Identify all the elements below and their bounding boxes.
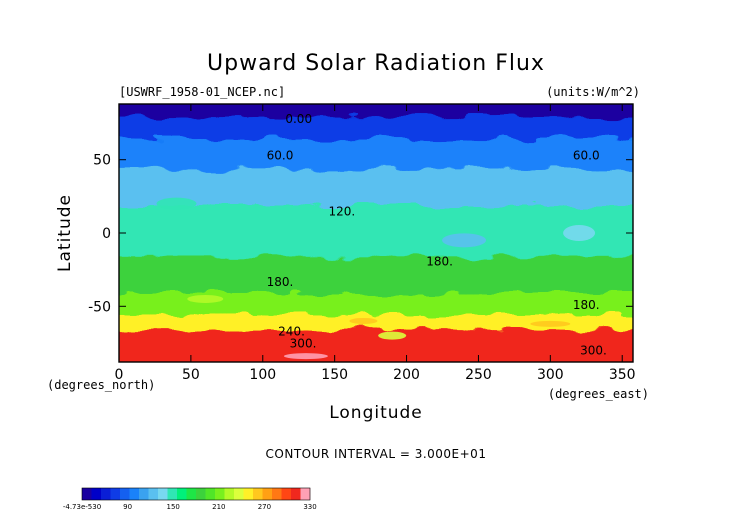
x-tick-label: 150 [321,367,348,383]
x-axis-title: Longitude [329,403,423,423]
colorbar-label: 330 [303,503,316,511]
x-tick-label: 100 [249,367,276,383]
lat-band [119,329,633,362]
x-tick-label: 200 [393,367,420,383]
colorbar-swatch [291,488,301,500]
x-tick-label: 300 [537,367,564,383]
colorbar-swatch [196,488,206,500]
colorbar-swatch [262,488,273,500]
field-patch [442,233,487,248]
colorbar-swatch [224,488,235,500]
colorbar-label: 270 [258,503,271,511]
field-patch [283,353,328,360]
colorbar-swatch [272,488,282,500]
y-tick-label: 0 [102,226,111,242]
colorbar-swatch [139,488,149,500]
contour-label: 240. [278,325,305,339]
contour-label: 0.00 [285,112,312,126]
colorbar-swatch [148,488,159,500]
field-patch [156,197,197,210]
contour-interval: CONTOUR INTERVAL = 3.000E+01 [266,447,487,461]
y-tick-label: -50 [88,299,111,315]
colorbar-swatch [110,488,121,500]
colorbar-swatch [82,488,92,500]
contour-label: 180. [573,298,600,312]
colorbar-label: 90 [123,503,132,511]
contour-label: 180. [426,254,453,268]
colorbar-swatch [300,488,311,500]
x-axis: 0 50 100 150 200 250 300 350 [115,104,636,383]
y-axis-title: Latitude [55,194,75,272]
field-patch [503,191,540,202]
colorbar-swatch [186,488,197,500]
x-tick-label: 50 [182,367,200,383]
contour-label: 60.0 [267,149,294,163]
x-tick-label: 0 [115,367,124,383]
field-patch [187,294,224,303]
colorbar-swatch [281,488,292,500]
x-tick-label: 250 [465,367,492,383]
colorbar-swatch [205,488,216,500]
chart-title: Upward Solar Radiation Flux [207,51,545,76]
colorbar-swatch [101,488,111,500]
file-label: [USWRF_1958-01_NCEP.nc] [119,85,285,99]
colorbar-swatch [158,488,168,500]
colorbar-swatch [234,488,244,500]
colorbar-swatch [91,488,102,500]
x-unit-label: (degrees_east) [548,387,649,401]
colorbar-swatch [129,488,140,500]
y-tick-label: 50 [93,153,111,169]
colorbar-label: -4.73e-530 [63,503,101,511]
colorbar-frame [81,487,311,501]
colorbar-swatch [253,488,263,500]
contour-label: 180. [267,275,294,289]
colorbar-swatch [120,488,130,500]
colorbar-label: 210 [212,503,225,511]
field-patch [530,320,571,327]
field-patch [349,317,378,324]
y-unit-label: (degrees_north) [47,378,155,392]
colorbar-swatch [243,488,254,500]
contour-label: 300. [580,344,607,358]
contour-label: 60.0 [573,149,600,163]
colorbar-swatch [177,488,187,500]
field-patch [563,225,596,241]
colorbar-swatch [215,488,225,500]
contour-label: 300. [290,336,317,350]
colorbar: -4.73e-530 90 150 210 270 330 [63,487,317,511]
units-label: (units:W/m^2) [546,85,640,99]
contour-label: 120. [328,204,355,218]
y-axis: 50 0 -50 [88,153,633,315]
colorbar-swatch [167,488,178,500]
x-tick-label: 350 [609,367,636,383]
heatmap-field [119,104,633,362]
field-patch [378,331,407,340]
colorbar-label: 150 [167,503,180,511]
